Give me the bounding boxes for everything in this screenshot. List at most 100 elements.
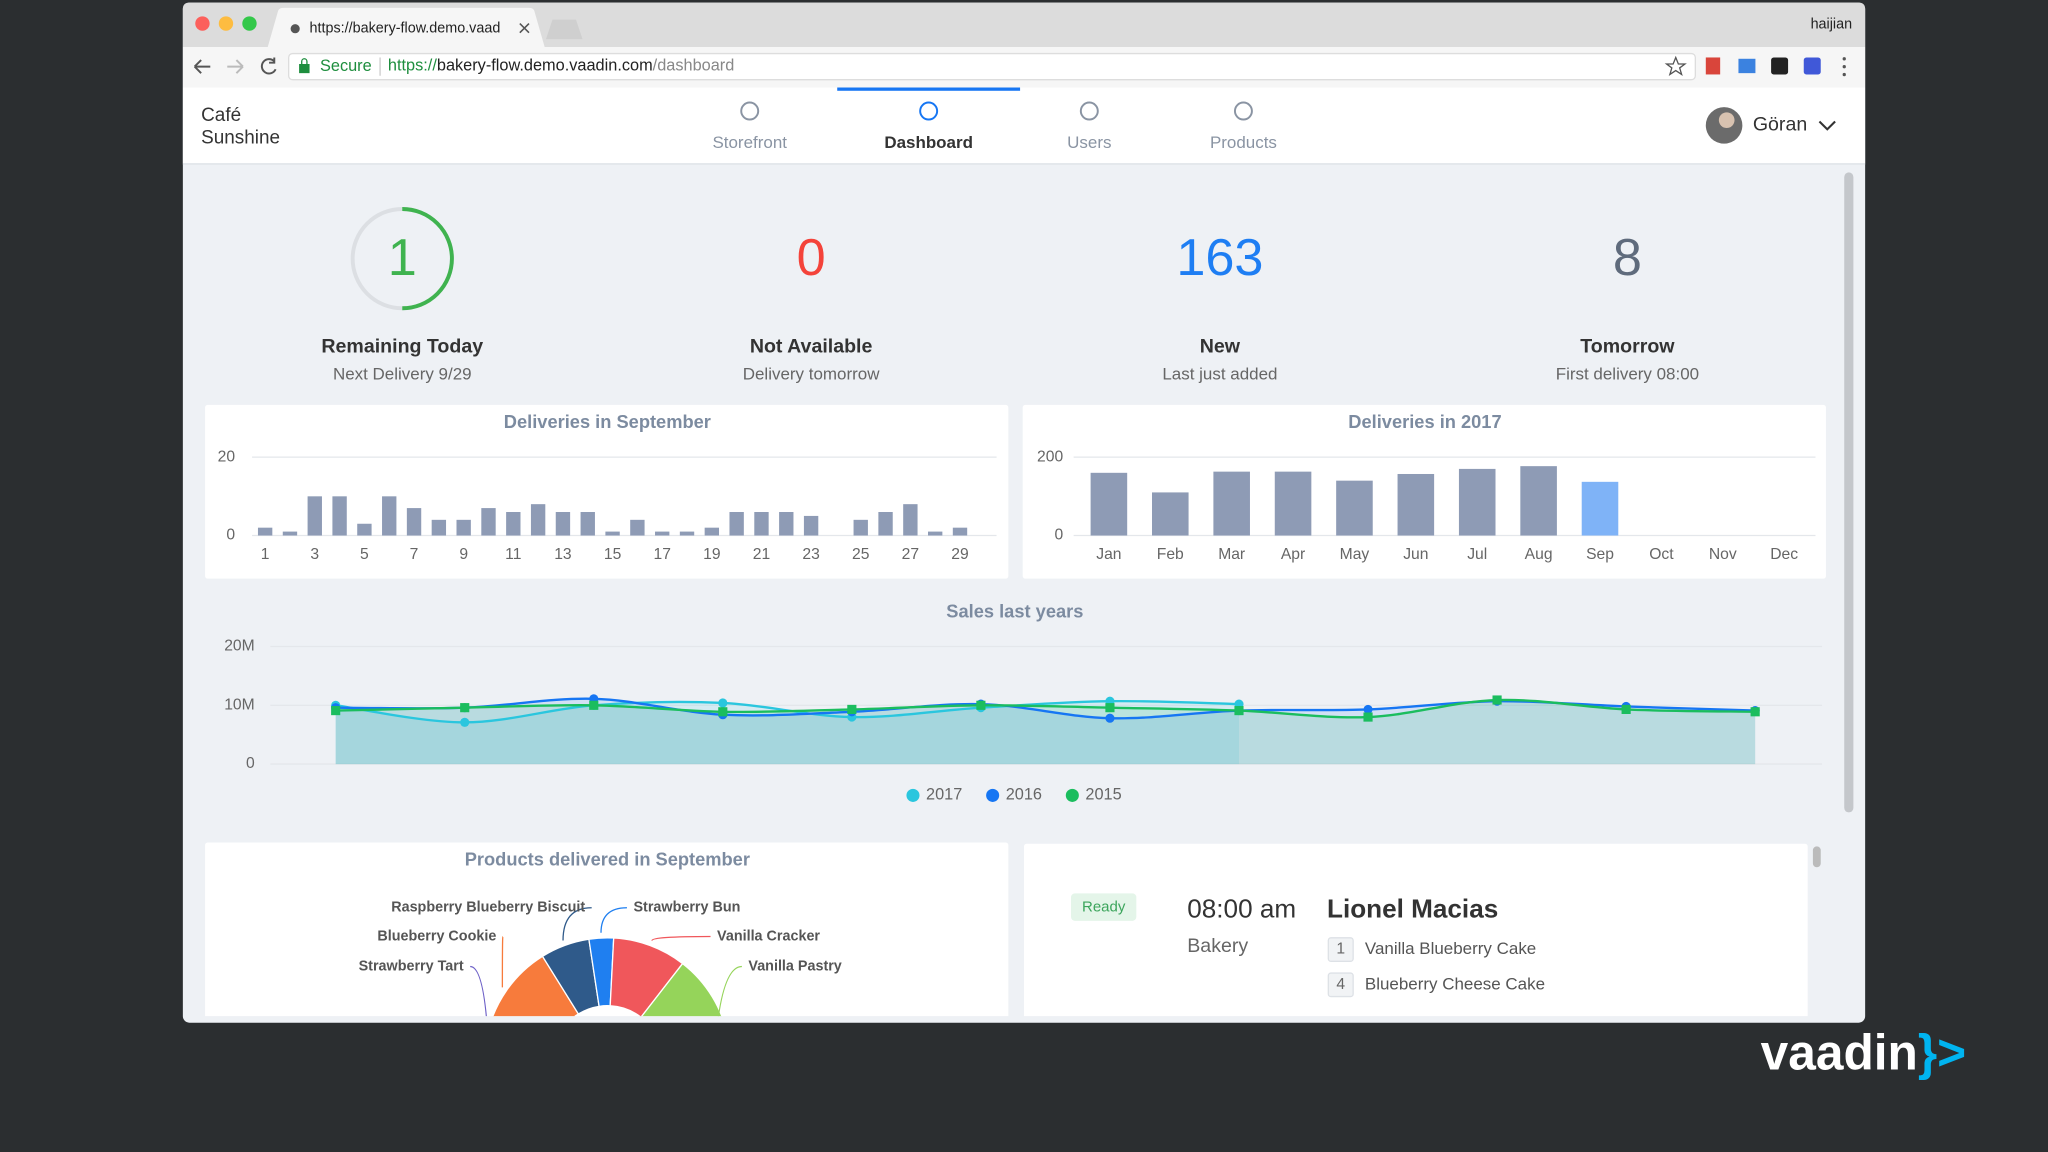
avatar-face	[1718, 112, 1735, 128]
bar	[1152, 492, 1189, 536]
profile-name: haijian	[1811, 17, 1853, 33]
title-bar	[182, 2, 1866, 48]
nav-icon	[740, 101, 760, 121]
y-tick-label: 10M	[224, 696, 254, 713]
order-panel[interactable]	[1024, 843, 1808, 1027]
bar	[1274, 471, 1312, 536]
legend-label[interactable]: 2016	[1006, 786, 1042, 804]
stat-value: 1	[388, 229, 417, 287]
chart-title: Deliveries in September	[504, 411, 711, 432]
forward-button[interactable]	[227, 59, 244, 74]
stat-label: Not Available	[750, 336, 873, 358]
url: https://bakery-flow.demo.vaadin.com/dash…	[388, 57, 734, 75]
tab-close[interactable]	[519, 22, 530, 34]
bar	[332, 496, 347, 536]
item-quantity: 1	[1336, 941, 1345, 958]
stat-detail: First delivery 08:00	[1556, 364, 1699, 383]
x-tick-label: 27	[902, 546, 919, 563]
bar	[431, 519, 447, 536]
bar	[282, 531, 298, 536]
minimize-button[interactable]	[218, 16, 234, 31]
legend-swatch[interactable]	[986, 788, 1000, 802]
x-tick-label: 19	[703, 546, 720, 563]
brand: Café	[201, 105, 241, 126]
bookmark-star[interactable]	[1664, 55, 1687, 76]
x-tick-label: 15	[604, 546, 622, 563]
nav-item[interactable]: Users	[1067, 133, 1111, 152]
back-button[interactable]	[193, 59, 211, 74]
lock-icon	[299, 64, 310, 74]
x-tick-label: 7	[410, 546, 419, 563]
bar	[903, 504, 918, 536]
area	[335, 699, 1756, 765]
bar	[307, 496, 322, 536]
bar	[853, 519, 868, 536]
nav-icon	[1079, 101, 1099, 121]
bar	[1336, 480, 1373, 536]
x-tick-label: May	[1340, 546, 1370, 563]
legend-label[interactable]: 2015	[1085, 786, 1121, 804]
legend-label[interactable]: 2017	[926, 786, 962, 804]
leader-line	[562, 907, 592, 941]
bar	[1090, 472, 1128, 536]
bar	[679, 531, 695, 536]
bar	[382, 496, 397, 536]
slice-label: Vanilla Pastry	[748, 958, 841, 974]
bar	[729, 512, 744, 536]
x-tick-label: Mar	[1218, 546, 1245, 563]
extension-icon[interactable]	[1803, 57, 1821, 75]
order-items: 1 Vanilla Blueberry Cake 4 Blueberry Cheese…	[1327, 937, 1545, 998]
x-tick-label: Dec	[1770, 546, 1798, 563]
line	[335, 697, 1756, 720]
bar	[704, 527, 720, 536]
point	[1234, 706, 1244, 716]
tab-title: https://bakery-flow.demo.vaad	[310, 21, 501, 37]
scrollbar-thumb[interactable]	[1812, 846, 1821, 868]
line	[335, 698, 1756, 719]
x-tick-label: 9	[459, 546, 468, 563]
point	[718, 698, 728, 708]
nav-item[interactable]: Dashboard	[884, 133, 973, 152]
logo-mark: }>	[1918, 1025, 1966, 1081]
point	[1750, 707, 1760, 717]
quantity-box	[1327, 972, 1354, 998]
reload-button[interactable]	[260, 57, 277, 75]
extension-icon[interactable]	[1771, 57, 1789, 75]
url-path: /dashboard	[653, 57, 735, 75]
y-tick-label: 0	[226, 527, 235, 544]
zoom-button[interactable]	[242, 16, 257, 31]
tab[interactable]	[267, 7, 545, 48]
slice-label: Raspberry Blueberry Biscuit	[391, 900, 585, 916]
y-tick-label: 20	[218, 448, 236, 465]
logo-text: vaadin	[1761, 1025, 1918, 1081]
area	[335, 698, 1756, 765]
security-label: Secure	[320, 57, 372, 75]
order-place: Bakery	[1187, 935, 1248, 957]
url-host: bakery-flow.demo.vaadin.com	[437, 57, 653, 75]
user-name[interactable]: Göran	[1753, 114, 1807, 136]
extension-icon[interactable]	[1738, 58, 1756, 74]
stat-value: 163	[1176, 229, 1263, 287]
new-tab[interactable]	[545, 19, 583, 40]
stat-value: 8	[1613, 229, 1642, 287]
extension-icon[interactable]	[1705, 57, 1721, 75]
pie-slice[interactable]	[542, 962, 730, 1152]
user-menu-chevron[interactable]	[1818, 120, 1836, 131]
x-tick-label: Jan	[1096, 546, 1121, 563]
order-status: Ready	[1082, 899, 1126, 916]
page-scrollbar[interactable]	[1844, 172, 1854, 813]
point	[589, 700, 599, 710]
nav-item[interactable]: Products	[1210, 133, 1277, 152]
address-bar[interactable]	[288, 52, 1696, 81]
nav-item[interactable]: Storefront	[712, 133, 787, 152]
stat-value: 0	[797, 229, 826, 287]
legend-swatch[interactable]	[906, 788, 920, 802]
stat-label: Tomorrow	[1580, 336, 1675, 358]
quantity-box	[1327, 937, 1354, 962]
navigation: Storefront Dashboard Users Products	[712, 87, 1277, 152]
legend-swatch[interactable]	[1065, 788, 1079, 802]
bar	[655, 531, 670, 536]
close-button[interactable]	[195, 16, 210, 31]
